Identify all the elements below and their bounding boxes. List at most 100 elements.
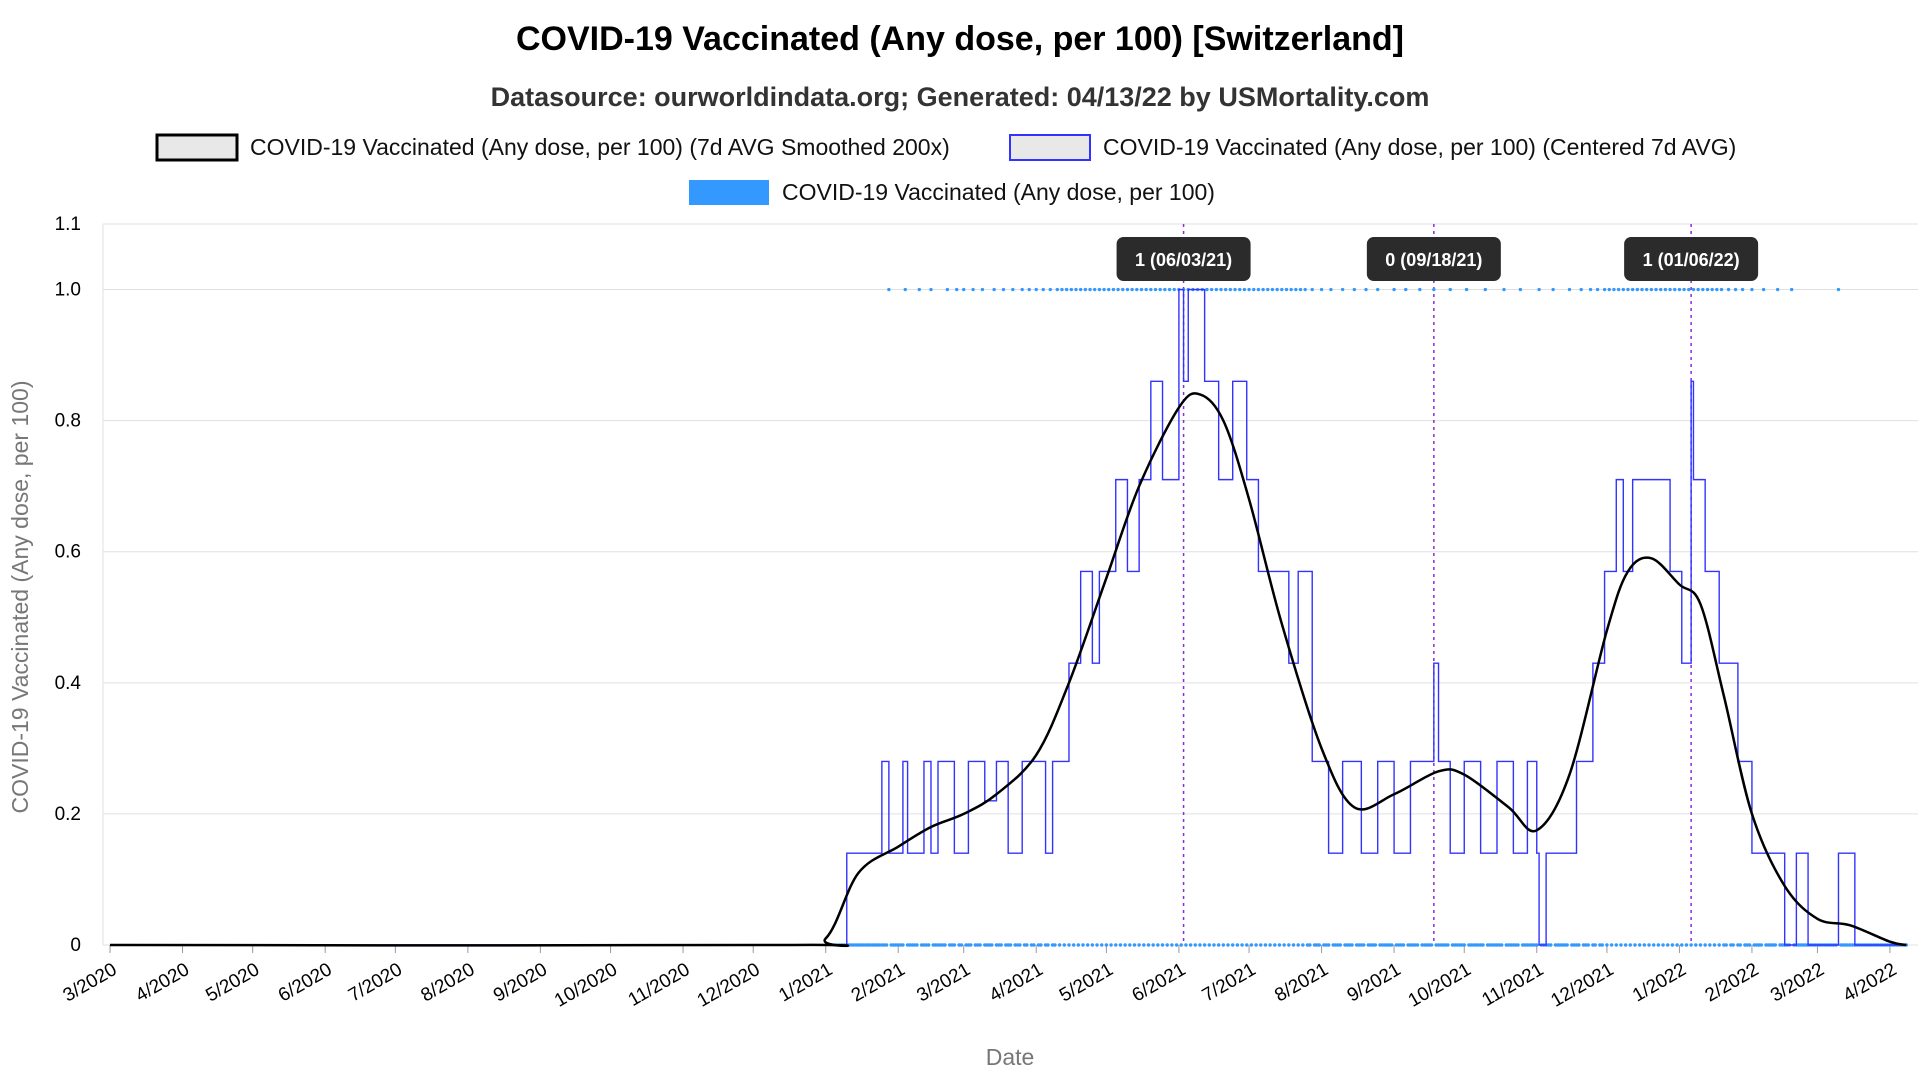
raw-point [1595,287,1600,292]
raw-point [1111,287,1116,292]
raw-point [1478,943,1483,947]
raw-point [1661,943,1665,947]
raw-point [1701,287,1705,292]
raw-point [1509,943,1513,947]
raw-point [1757,943,1761,947]
raw-point [1637,943,1642,947]
raw-point [940,943,945,947]
raw-point [1773,943,1778,947]
raw-point [1621,287,1625,292]
raw-point [889,943,893,947]
raw-point [1350,943,1354,947]
raw-point [1149,287,1153,292]
raw-point [1546,943,1551,947]
raw-point [964,943,968,947]
raw-point [1738,943,1742,947]
raw-point [1422,943,1427,947]
raw-point [1125,287,1130,292]
raw-point [1055,287,1059,292]
raw-point [1563,943,1567,947]
raw-point [1441,943,1445,947]
raw-point [1057,943,1062,947]
raw-point [1214,287,1219,292]
x-tick-label: 4/2021 [986,959,1047,1006]
raw-point [1216,943,1221,947]
raw-point [1797,943,1801,947]
raw-point [1004,943,1008,947]
legend-item-smoothed[interactable]: COVID-19 Vaccinated (Any dose, per 100) … [155,133,950,162]
raw-point [1249,943,1254,947]
raw-point [1273,943,1277,947]
raw-point [1261,287,1265,292]
raw-point [987,943,992,947]
x-tick-label: 12/2020 [694,959,764,1012]
raw-point [1574,943,1579,947]
raw-point [1305,943,1310,947]
raw-point [1076,943,1081,947]
raw-point [1455,943,1459,947]
raw-point [1046,943,1050,947]
raw-point [1184,943,1188,947]
raw-point [863,943,868,947]
raw-point [1558,943,1562,947]
raw-point [926,943,931,947]
raw-point [1506,943,1511,947]
legend-item-raw[interactable]: COVID-19 Vaccinated (Any dose, per 100) [689,179,1215,205]
raw-point [1775,287,1780,292]
raw-point [1357,943,1361,947]
legend-label-smoothed: COVID-19 Vaccinated (Any dose, per 100) … [250,134,950,160]
x-tick-label: 8/2021 [1271,959,1332,1006]
raw-point [983,943,987,947]
raw-point [861,943,865,947]
raw-point [1142,943,1146,947]
raw-point [1600,943,1604,947]
raw-point [882,943,886,947]
raw-point [1268,943,1272,947]
raw-point [1581,943,1586,947]
centered-avg-series [110,288,1907,946]
raw-point [1836,287,1841,292]
raw-point [1029,943,1034,947]
raw-point [1160,943,1165,947]
raw-point [1521,943,1525,947]
raw-point [1230,943,1235,947]
raw-point [1663,287,1668,292]
raw-point [1633,943,1637,947]
legend-item-centered[interactable]: COVID-19 Vaccinated (Any dose, per 100) … [1009,134,1736,161]
raw-point [1778,943,1782,947]
raw-point [1085,943,1090,947]
raw-point [898,943,903,947]
raw-point [1247,287,1251,292]
raw-point [1593,943,1597,947]
raw-point [1514,943,1518,947]
raw-point [1331,943,1335,947]
raw-point [849,943,854,947]
raw-point [1226,943,1230,947]
raw-point [966,943,971,947]
raw-point [908,943,912,947]
raw-point [1319,287,1324,292]
raw-point [1228,287,1233,292]
raw-point [947,943,952,947]
smoothed-line [110,392,1907,948]
raw-point [990,943,994,947]
raw-point [1553,943,1558,947]
raw-point [1078,287,1083,292]
raw-point [1036,943,1041,947]
raw-point [1263,943,1268,947]
raw-point [1340,287,1345,292]
raw-point [1415,943,1420,947]
raw-point [1067,943,1071,947]
raw-point [1502,287,1506,292]
raw-point [1172,287,1176,292]
raw-point [1689,943,1693,947]
x-tick-label: 2/2021 [848,959,909,1006]
x-tick-label: 1/2022 [1629,959,1690,1006]
raw-point [1628,943,1633,947]
raw-point [1598,943,1602,947]
raw-point [1193,943,1197,947]
raw-point [1390,943,1394,947]
raw-point [943,943,947,947]
raw-point [1579,287,1583,292]
